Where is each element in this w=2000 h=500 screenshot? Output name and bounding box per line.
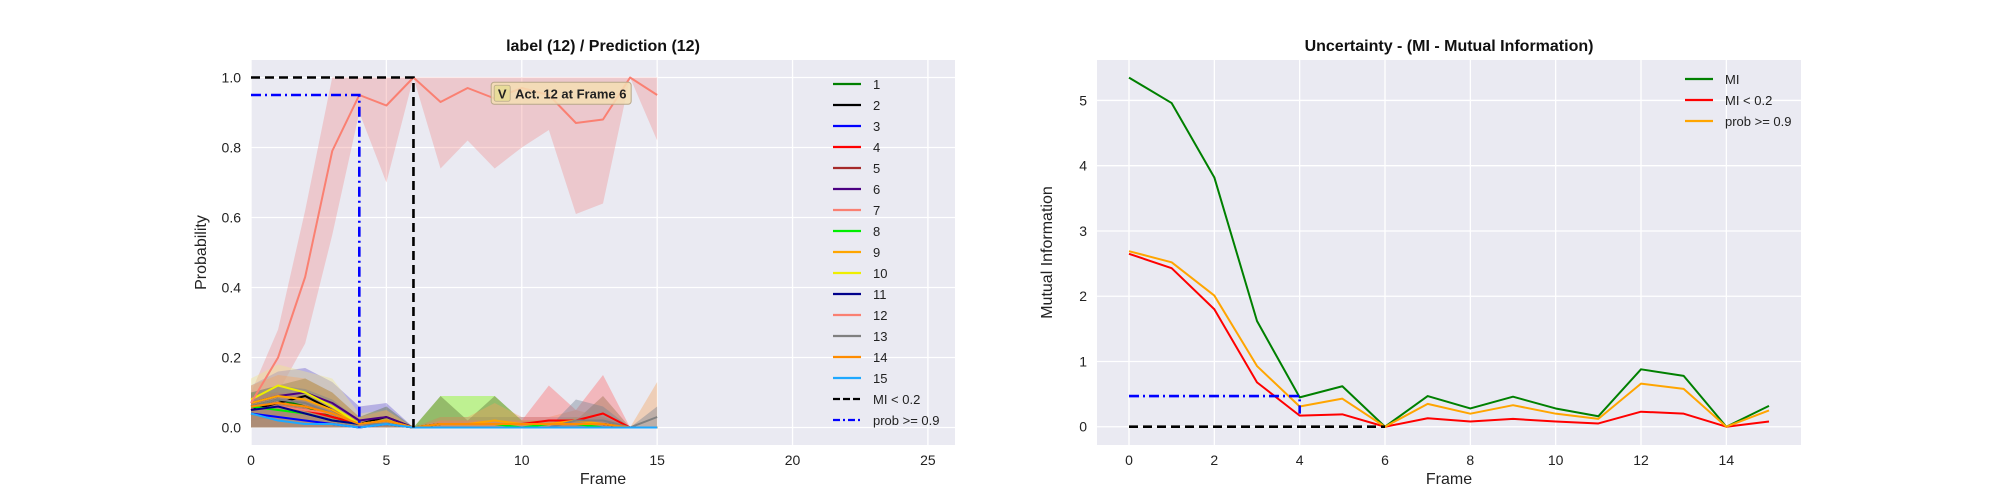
probability-x-ticks: 0 5 10 15 20 25	[247, 452, 936, 468]
probability-chart-title: label (12) / Prediction (12)	[506, 38, 700, 55]
legend-label: 12	[873, 308, 887, 323]
x-tick-label: 2	[1210, 452, 1218, 468]
series-line	[1128, 250, 1770, 428]
reference-line	[251, 93, 361, 428]
confidence-band	[251, 375, 658, 428]
legend-label: 8	[873, 224, 880, 239]
legend-label: MI < 0.2	[873, 392, 920, 407]
legend-label: 1	[873, 77, 880, 92]
y-tick-label: 0.8	[222, 140, 242, 156]
x-tick-label: 6	[1381, 452, 1389, 468]
legend-label: 3	[873, 119, 880, 134]
annotation-box	[490, 81, 632, 105]
legend-label: MI < 0.2	[1725, 93, 1772, 108]
x-tick-label: 0	[247, 452, 255, 468]
legend-label: 14	[873, 350, 887, 365]
y-tick-label: 0.4	[222, 280, 242, 296]
uncertainty-y-ticks: 0 1 2 3 4 5	[1079, 92, 1087, 434]
x-tick-label: 4	[1296, 452, 1304, 468]
y-tick-label: 0.6	[222, 210, 242, 226]
legend-label: 15	[873, 371, 887, 386]
series-line	[1128, 252, 1770, 428]
y-tick-label: 0.0	[222, 420, 242, 436]
x-tick-label: 15	[649, 452, 665, 468]
uncertainty-chart-title: Uncertainty - (MI - Mutual Information)	[1305, 38, 1594, 55]
legend-label: 10	[873, 266, 887, 281]
x-tick-label: 10	[1548, 452, 1564, 468]
y-tick-label: 0	[1079, 419, 1087, 435]
confidence-band	[251, 375, 658, 428]
x-tick-label: 14	[1719, 452, 1735, 468]
legend-label: 9	[873, 245, 880, 260]
legend-label: 6	[873, 182, 880, 197]
y-tick-label: 0.2	[222, 350, 242, 366]
x-tick-label: 12	[1633, 452, 1649, 468]
legend-label: prob >= 0.9	[1725, 114, 1792, 129]
series-line	[250, 402, 658, 429]
reference-line	[251, 76, 415, 428]
uncertainty-legend: MI MI < 0.2 prob >= 0.9	[1685, 72, 1792, 129]
uncertainty-x-ticks: 0 2 4 6 8 10 12 14	[1125, 452, 1734, 468]
probability-y-axis-label: Probability	[193, 215, 210, 290]
legend-label: 11	[873, 287, 887, 302]
y-tick-label: 1	[1079, 353, 1087, 369]
x-tick-label: 0	[1125, 452, 1133, 468]
confidence-band	[251, 77, 658, 414]
uncertainty-series	[1128, 76, 1770, 428]
uncertainty-y-axis-label: Mutual Information	[1039, 186, 1056, 319]
reference-line	[1129, 394, 1301, 414]
series-line	[250, 76, 658, 404]
y-tick-label: 3	[1079, 223, 1087, 239]
confidence-band	[251, 364, 658, 428]
y-tick-label: 1.0	[222, 70, 242, 86]
probability-panel: 0 5 10 15 20 25 0.00.20.40.60.81.0 label (12)…	[193, 38, 955, 488]
probability-x-axis-label: Frame	[580, 471, 626, 488]
legend-label: 4	[873, 140, 880, 155]
probability-series	[250, 76, 658, 429]
legend-label: 13	[873, 329, 887, 344]
x-tick-label: 25	[920, 452, 936, 468]
uncertainty-plot-area	[1097, 60, 1801, 445]
prediction-annotation: V Act. 12 at Frame 6	[490, 81, 632, 105]
confidence-band	[251, 368, 658, 428]
legend-label: 5	[873, 161, 880, 176]
x-tick-label: 20	[785, 452, 801, 468]
series-line	[1128, 76, 1770, 428]
legend-label: 7	[873, 203, 880, 218]
check-icon: V	[498, 86, 507, 101]
probability-reference-lines	[251, 76, 415, 428]
y-tick-label: 5	[1079, 92, 1087, 108]
series-line	[250, 412, 658, 429]
x-tick-label: 5	[382, 452, 390, 468]
probability-y-ticks: 0.0 0.2 0.4 0.6 0.8 1.0	[222, 70, 242, 436]
legend-label: prob >= 0.9	[873, 413, 940, 428]
uncertainty-x-axis-label: Frame	[1426, 471, 1472, 488]
legend-label: MI	[1725, 72, 1739, 87]
annotation-check-icon-bg	[493, 84, 511, 102]
annotation-label: Act. 12 at Frame 6	[515, 86, 626, 101]
x-tick-label: 10	[514, 452, 530, 468]
y-tick-label: 4	[1079, 158, 1087, 174]
uncertainty-reference-lines	[1129, 394, 1385, 429]
x-tick-label: 8	[1466, 452, 1474, 468]
legend-label: 2	[873, 98, 880, 113]
y-tick-label: 2	[1079, 288, 1087, 304]
